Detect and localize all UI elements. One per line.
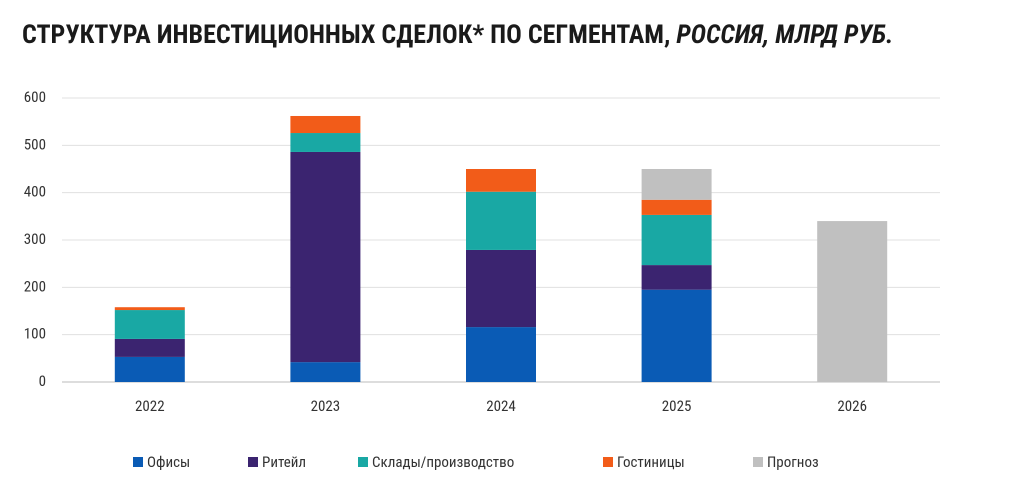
bar-segment — [114, 310, 185, 339]
y-tick-label: 0 — [39, 372, 46, 390]
legend-swatch — [133, 457, 143, 467]
bar-segment — [641, 289, 712, 382]
y-tick-label: 400 — [24, 183, 46, 201]
bar-segment — [466, 169, 536, 192]
bar-segment — [466, 249, 536, 328]
legend-label: Гостиницы — [617, 453, 685, 471]
legend-label: Прогноз — [767, 453, 819, 471]
x-tick-label: 2026 — [837, 397, 867, 415]
legend-label: Офисы — [147, 453, 190, 471]
legend-swatch — [358, 457, 368, 467]
bar-segment — [290, 133, 361, 152]
x-tick-label: 2024 — [486, 397, 516, 415]
bar-segment — [290, 362, 361, 382]
y-tick-label: 200 — [24, 277, 46, 295]
bar-segment — [466, 327, 536, 382]
y-tick-label: 100 — [24, 325, 46, 343]
bar-segment — [641, 214, 712, 266]
bar-segment — [114, 338, 185, 357]
legend-label: Ритейл — [262, 453, 306, 471]
bar-segment — [641, 265, 712, 290]
y-tick-label: 300 — [24, 230, 46, 248]
chart-title-text: СТРУКТУРА ИНВЕСТИЦИОННЫХ СДЕЛОК* ПО СЕГМ… — [22, 20, 670, 50]
bar-segment — [290, 115, 361, 134]
chart-title: СТРУКТУРА ИНВЕСТИЦИОННЫХ СДЕЛОК* ПО СЕГМ… — [22, 20, 893, 50]
bar-segment — [466, 191, 536, 250]
legend-swatch — [753, 457, 763, 467]
legend-swatch — [248, 457, 258, 467]
x-tick-label: 2025 — [662, 397, 692, 415]
y-tick-label: 500 — [24, 135, 46, 153]
bar-segment — [114, 356, 185, 382]
y-tick-label: 600 — [24, 88, 46, 106]
x-tick-label: 2023 — [311, 397, 341, 415]
x-tick-label: 2022 — [135, 397, 165, 415]
bar-segment — [114, 307, 185, 311]
bar-segment — [641, 169, 712, 200]
bar-segment — [817, 221, 888, 382]
legend-swatch — [603, 457, 613, 467]
chart-subtitle: РОССИЯ, МЛРД РУБ. — [676, 20, 893, 50]
bar-segment — [641, 199, 712, 215]
bar-segment — [290, 151, 361, 363]
legend-label: Склады/производство — [372, 453, 514, 471]
